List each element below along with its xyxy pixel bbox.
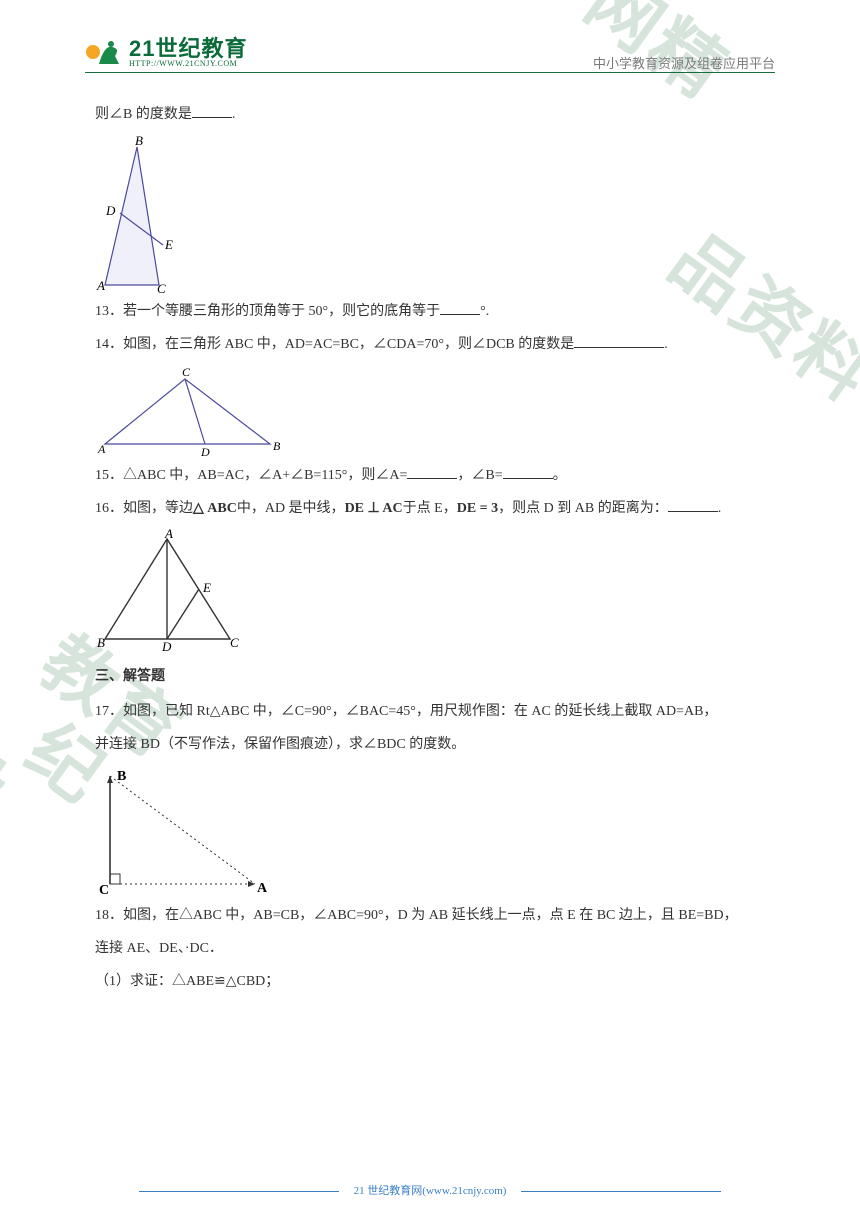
logo-cn: 21世纪教育: [129, 38, 247, 60]
svg-text:A: A: [97, 442, 106, 456]
figure-q17: B C A: [95, 764, 765, 899]
svg-text:E: E: [164, 237, 173, 252]
svg-text:C: C: [182, 365, 191, 379]
logo-icon: [85, 34, 125, 72]
q14: 14．如图，在三角形 ABC 中，AD=AC=BC，∠CDA=70°，则∠DCB…: [95, 330, 765, 361]
q18-line2: 连接 AE、DE、·DC．: [95, 934, 765, 965]
svg-text:D: D: [105, 203, 116, 218]
svg-text:C: C: [157, 281, 166, 295]
svg-text:D: D: [200, 445, 210, 459]
page-footer: 21 世纪教育网(www.21cnjy.com): [0, 1182, 860, 1198]
q18-line1: 18．如图，在△ABC 中，AB=CB，∠ABC=90°，D 为 AB 延长线上…: [95, 901, 765, 932]
q15: 15．△ABC 中，AB=AC，∠A+∠B=115°，则∠A=，∠B=。: [95, 461, 765, 492]
q16: 16．如图，等边△ ABC中，AD 是中线，DE ⊥ AC于点 E，DE = 3…: [95, 494, 765, 525]
svg-text:D: D: [161, 639, 172, 654]
svg-text:A: A: [96, 278, 105, 293]
svg-text:B: B: [135, 135, 143, 148]
svg-text:A: A: [257, 881, 268, 896]
svg-text:B: B: [117, 769, 126, 784]
logo-en: HTTP://WWW.21CNJY.COM: [129, 60, 247, 68]
svg-text:E: E: [202, 580, 211, 595]
section-3-heading: 三、解答题: [95, 662, 765, 693]
footer-text: 21 世纪教育网(www.21cnjy.com): [354, 1185, 507, 1197]
figure-q12: B A C D E: [95, 135, 765, 295]
page-content: 则∠B 的度数是. B A C D E 13．若一个等腰三角形的顶角等于 50°…: [95, 100, 765, 1156]
q17-line1: 17．如图，已知 Rt△ABC 中，∠C=90°，∠BAC=45°，用尺规作图：…: [95, 697, 765, 728]
figure-q14: A C B D: [95, 364, 765, 459]
svg-text:B: B: [273, 439, 281, 453]
svg-text:C: C: [230, 635, 239, 650]
page-header: 21世纪教育 HTTP://WWW.21CNJY.COM 中小学教育资源及组卷应…: [0, 0, 860, 80]
figure-q16: A B C D E: [95, 529, 765, 654]
q18-line3: （1）求证：△ABE≌△CBD；: [95, 967, 765, 998]
svg-text:A: A: [164, 529, 173, 541]
svg-text:C: C: [99, 883, 109, 898]
q13: 13．若一个等腰三角形的顶角等于 50°，则它的底角等于°.: [95, 297, 765, 328]
svg-text:B: B: [97, 635, 105, 650]
header-tagline: 中小学教育资源及组卷应用平台: [593, 53, 775, 72]
q17-line2: 并连接 BD（不写作法，保留作图痕迹），求∠BDC 的度数。: [95, 730, 765, 761]
q12-tail: 则∠B 的度数是.: [95, 100, 765, 131]
logo: 21世纪教育 HTTP://WWW.21CNJY.COM: [85, 34, 247, 72]
